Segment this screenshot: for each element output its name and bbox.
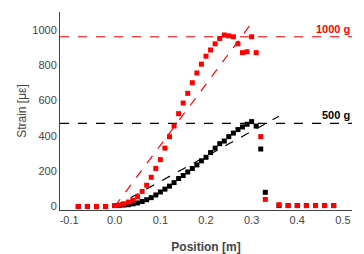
svg-text:800: 800 [38,59,56,71]
svg-text:200: 200 [38,165,56,177]
svg-text:600: 600 [38,94,56,106]
svg-text:1000 g: 1000 g [316,23,350,35]
svg-text:0.4: 0.4 [290,214,305,226]
svg-text:0: 0 [51,200,57,212]
svg-text:1000: 1000 [32,24,56,36]
svg-text:500 g: 500 g [322,109,350,121]
svg-text:0.2: 0.2 [198,214,213,226]
svg-text:Position [m]: Position [m] [171,240,240,254]
svg-text:Strain [με]: Strain [με] [15,84,29,138]
svg-text:0.5: 0.5 [335,214,350,226]
svg-text:0.0: 0.0 [107,214,122,226]
svg-text:-0.1: -0.1 [60,214,79,226]
svg-text:400: 400 [38,130,56,142]
svg-text:0.1: 0.1 [153,214,168,226]
svg-text:0.3: 0.3 [244,214,259,226]
